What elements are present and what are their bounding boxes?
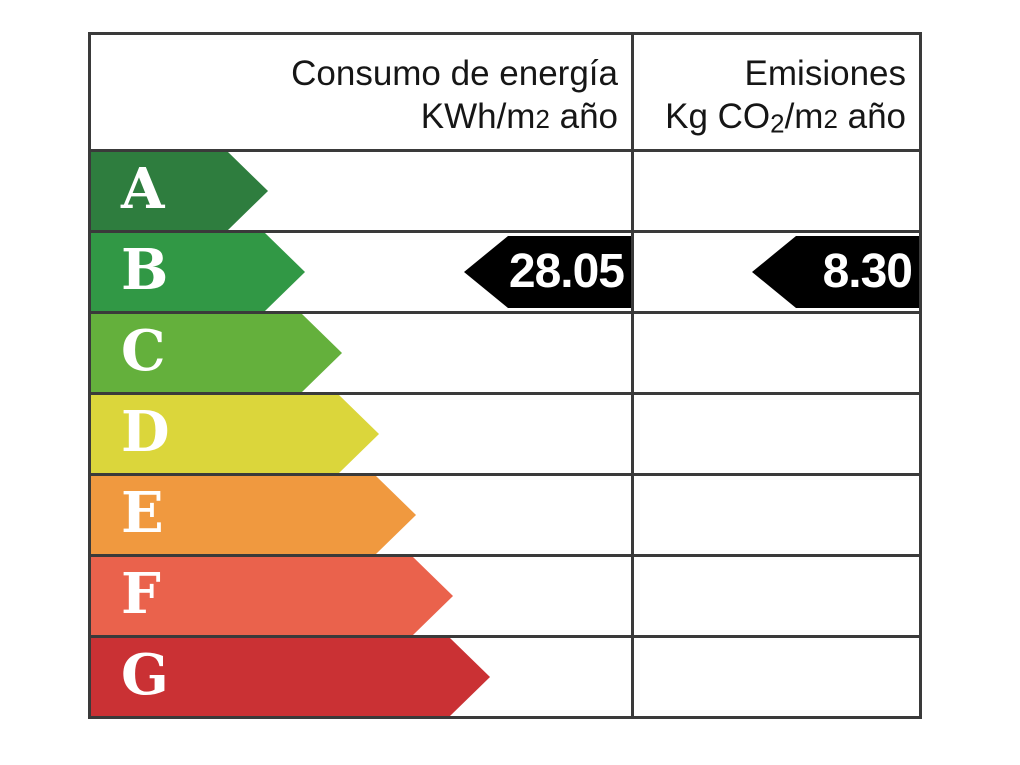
rating-row: E 28.05 8.30 [91, 476, 919, 557]
rating-band-arrow: C [91, 314, 342, 392]
rating-letter: D [121, 399, 170, 465]
rating-row: A 28.05 8.30 [91, 152, 919, 233]
emissions-header-line1: Emisiones [744, 54, 906, 93]
rating-letter: E [121, 480, 164, 546]
header-row: Consumo de energía KWh/m2 año Emisiones … [91, 35, 919, 152]
rating-letter: A [121, 156, 165, 222]
consumption-header: Consumo de energía KWh/m2 año [91, 35, 631, 142]
emissions-cell: 8.30 [634, 233, 919, 311]
rating-row: C 28.05 8.30 [91, 314, 919, 395]
emissions-cell: 8.30 [634, 395, 919, 473]
emissions-unit-exponent: 2 [823, 106, 838, 134]
rating-band-arrow: G [91, 638, 490, 716]
emissions-unit-suffix: año [837, 97, 906, 136]
rating-letter: F [121, 561, 161, 627]
emissions-unit-subscript: 2 [770, 110, 785, 139]
rating-band-arrow: F [91, 557, 453, 635]
rating-band-arrow: E [91, 476, 416, 554]
consumption-header-line2: KWh/m2 año [91, 95, 618, 142]
emissions-header-line2: Kg CO2/m2 año [634, 95, 906, 147]
rating-row: D 28.05 8.30 [91, 395, 919, 476]
rating-row: G 28.05 8.30 [91, 638, 919, 716]
consumption-cell: C 28.05 [91, 314, 634, 392]
emissions-value: 8.30 [822, 245, 913, 298]
rating-rows: A 28.05 8.30 B 28.05 8.30 [91, 152, 919, 716]
consumption-cell: B 28.05 [91, 233, 634, 311]
emissions-cell: 8.30 [634, 638, 919, 716]
consumption-header-line1: Consumo de energía [291, 54, 618, 93]
consumption-header-cell: Consumo de energía KWh/m2 año [91, 35, 634, 149]
rating-band-arrow: D [91, 395, 379, 473]
rating-row: B 28.05 8.30 [91, 233, 919, 314]
consumption-value-arrow: 28.05 [464, 236, 631, 308]
consumption-unit-prefix: KWh/m [420, 97, 536, 136]
rating-letter: B [121, 237, 169, 303]
consumption-cell: E 28.05 [91, 476, 634, 554]
rating-letter: G [121, 642, 169, 708]
emissions-unit-prefix: Kg CO [665, 97, 771, 136]
consumption-unit-exponent: 2 [535, 106, 550, 134]
consumption-cell: A 28.05 [91, 152, 634, 230]
emissions-cell: 8.30 [634, 557, 919, 635]
consumption-cell: F 28.05 [91, 557, 634, 635]
emissions-unit-mid: /m [784, 97, 824, 136]
rating-letter: C [121, 318, 166, 384]
consumption-cell: G 28.05 [91, 638, 634, 716]
emissions-cell: 8.30 [634, 476, 919, 554]
consumption-value: 28.05 [508, 245, 625, 298]
emissions-header-cell: Emisiones Kg CO2/m2 año [634, 35, 919, 149]
rating-band-arrow: A [91, 152, 268, 230]
rating-band-arrow: B [91, 233, 305, 311]
consumption-cell: D 28.05 [91, 395, 634, 473]
emissions-cell: 8.30 [634, 152, 919, 230]
emissions-header: Emisiones Kg CO2/m2 año [634, 35, 919, 147]
emissions-cell: 8.30 [634, 314, 919, 392]
emissions-value-arrow: 8.30 [752, 236, 919, 308]
consumption-unit-suffix: año [549, 97, 618, 136]
rating-row: F 28.05 8.30 [91, 557, 919, 638]
rating-table: Consumo de energía KWh/m2 año Emisiones … [88, 32, 922, 719]
